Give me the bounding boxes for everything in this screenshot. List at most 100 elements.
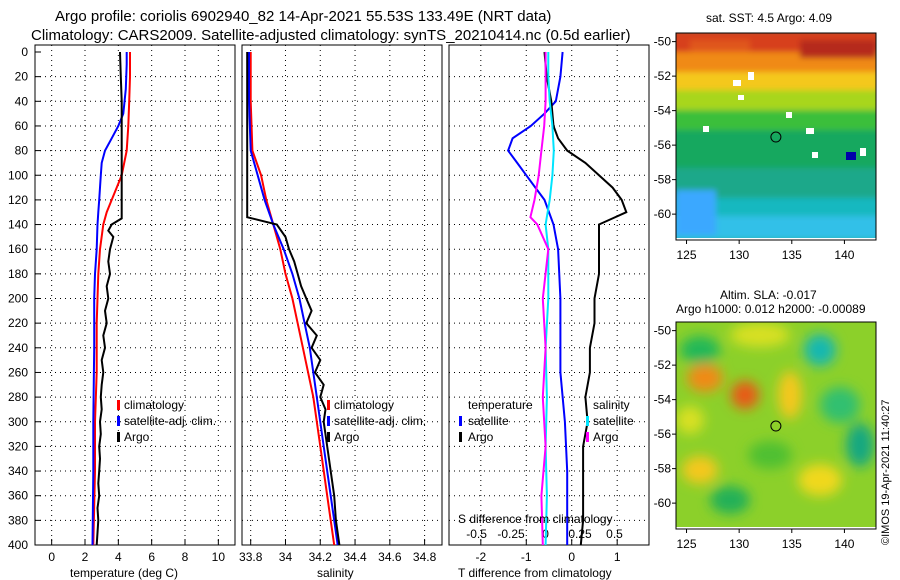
y-tick-label: 240 — [8, 341, 28, 355]
y-tick-label: 160 — [8, 242, 28, 256]
sla-map-lon-labels: 125 130 135 140 — [677, 529, 855, 551]
lat-tick-label: -50 — [654, 324, 672, 338]
lat-tick-label: -56 — [654, 138, 672, 152]
legend-swatch-argo — [117, 432, 120, 442]
y-tick-label: 360 — [8, 489, 28, 503]
s-difference-tick-labels: -0.5 -0.25 0 0.25 0.5 — [466, 527, 623, 541]
sst-map-lon-labels: 125 130 135 140 — [677, 240, 855, 262]
series-line-temperature-argo — [543, 51, 628, 545]
depth-tick-labels: 0 20 40 60 80 100 120 140 160 180 200 220 240 260 280 3… — [8, 45, 41, 552]
lat-tick-label: -54 — [654, 104, 672, 118]
y-tick-label: 60 — [15, 119, 29, 133]
legend-swatch-satellite — [327, 416, 330, 426]
sla-title-line-1: Altim. SLA: -0.017 — [720, 288, 817, 302]
lat-tick-label: -56 — [654, 427, 672, 441]
legend-temperature-title: temperature — [468, 398, 533, 412]
imos-credit: ©IMOS 19-Apr-2021 11:40:27 — [880, 400, 892, 545]
salinity-legend: climatology satellite-adj. clim. Argo — [327, 398, 426, 444]
temperature-plot-frame — [34, 44, 236, 546]
y-tick-label: 300 — [8, 415, 28, 429]
x-tick-label: 34 — [279, 550, 293, 564]
salinity-axis-label: salinity — [317, 566, 354, 580]
difference-panel: -2 -1 0 1 -0.5 -0.25 0 0.25 0.5 T difference fr… — [448, 44, 650, 580]
x-tick-label: 34.8 — [413, 550, 437, 564]
series-line-satellite-adj-clim- — [248, 52, 339, 545]
salinity-panel: 33.8 34 34.2 34.4 34.6 34.8 salinity climatol… — [239, 44, 443, 580]
sla-title-line-2: Argo h1000: 0.012 h2000: -0.00089 — [676, 302, 866, 316]
lon-tick-label: 125 — [677, 537, 697, 551]
y-tick-label: 20 — [15, 70, 29, 84]
legend-s-argo: Argo — [593, 430, 619, 444]
title-line-1: Argo profile: coriolis 6902940_82 14-Apr… — [55, 8, 551, 25]
temperature-axis-label: temperature (deg C) — [70, 566, 178, 580]
sla-map-frame — [675, 321, 877, 530]
lat-tick-label: -52 — [654, 358, 672, 372]
title-line-2: Climatology: CARS2009. Satellite-adjuste… — [31, 27, 630, 44]
legend-swatch-climatology — [327, 400, 330, 410]
x-tick-label: 33.8 — [239, 550, 263, 564]
sst-map-panel: sat. SST: 4.5 Argo: 4.09 — [654, 11, 877, 262]
x-tick-label: 0 — [568, 550, 575, 564]
x-tick-label: -2 — [475, 550, 486, 564]
lon-tick-label: 130 — [729, 537, 749, 551]
series-line-temperature-satellite — [506, 51, 569, 545]
salinity-grid — [242, 45, 442, 545]
temperature-series-lines — [91, 51, 131, 545]
lon-tick-label: 130 — [729, 248, 749, 262]
legend-s-satellite: satellite — [593, 414, 634, 428]
lat-tick-label: -60 — [654, 207, 672, 221]
lon-tick-label: 135 — [782, 248, 802, 262]
legend-climatology: climatology — [334, 398, 394, 412]
series-line-argo — [95, 51, 123, 545]
legend-swatch-argo — [327, 432, 330, 442]
x-tick-label: 4 — [115, 550, 122, 564]
sst-map-frame — [675, 32, 877, 241]
y-tick-label: 140 — [8, 218, 28, 232]
y-tick-label: 80 — [15, 144, 29, 158]
s-diff-tick-label: -0.25 — [497, 527, 525, 541]
x-tick-label: 34.4 — [343, 550, 367, 564]
lat-tick-label: -58 — [654, 173, 672, 187]
sst-map-title: sat. SST: 4.5 Argo: 4.09 — [706, 11, 832, 25]
series-line-salinity-argo — [529, 52, 550, 545]
legend-argo: Argo — [124, 430, 150, 444]
lat-tick-label: -58 — [654, 462, 672, 476]
difference-legend: temperature satellite Argo salinity sate… — [459, 398, 634, 444]
t-difference-tick-labels: -2 -1 0 1 — [475, 550, 620, 564]
y-tick-label: 340 — [8, 464, 28, 478]
lon-tick-label: 125 — [677, 248, 697, 262]
legend-satellite-adj: satellite-adj. clim. — [334, 414, 426, 428]
lat-tick-label: -50 — [654, 35, 672, 49]
lon-tick-label: 135 — [782, 537, 802, 551]
argo-position-marker — [770, 420, 782, 432]
t-difference-axis-label: T difference from climatology — [458, 566, 612, 580]
y-tick-label: 120 — [8, 193, 28, 207]
legend-swatch-t-satellite — [459, 416, 462, 426]
y-tick-label: 100 — [8, 168, 28, 182]
y-tick-label: 180 — [8, 267, 28, 281]
sla-map-panel: Altim. SLA: -0.017 Argo h1000: 0.012 h20… — [654, 288, 877, 551]
salinity-plot-frame — [241, 44, 443, 546]
argo-position-marker — [770, 131, 782, 143]
y-tick-label: 380 — [8, 513, 28, 527]
temperature-tick-labels: 0 2 4 6 8 10 — [48, 550, 225, 564]
lon-tick-label: 140 — [834, 537, 854, 551]
x-tick-label: 34.6 — [378, 550, 402, 564]
legend-t-argo: Argo — [468, 430, 494, 444]
lon-tick-label: 140 — [834, 248, 854, 262]
x-tick-label: 6 — [148, 550, 155, 564]
y-tick-label: 200 — [8, 292, 28, 306]
sla-map-lat-labels: -50 -52 -54 -56 -58 -60 — [654, 324, 676, 510]
x-tick-label: 10 — [212, 550, 226, 564]
y-tick-label: 320 — [8, 439, 28, 453]
y-tick-label: 220 — [8, 316, 28, 330]
sst-map-image — [676, 33, 876, 240]
x-tick-label: 34.2 — [309, 550, 333, 564]
sla-map-image — [676, 322, 876, 529]
y-tick-label: 280 — [8, 390, 28, 404]
s-diff-tick-label: -0.5 — [466, 527, 487, 541]
legend-salinity-title: salinity — [593, 398, 630, 412]
y-tick-label: 0 — [21, 45, 28, 59]
